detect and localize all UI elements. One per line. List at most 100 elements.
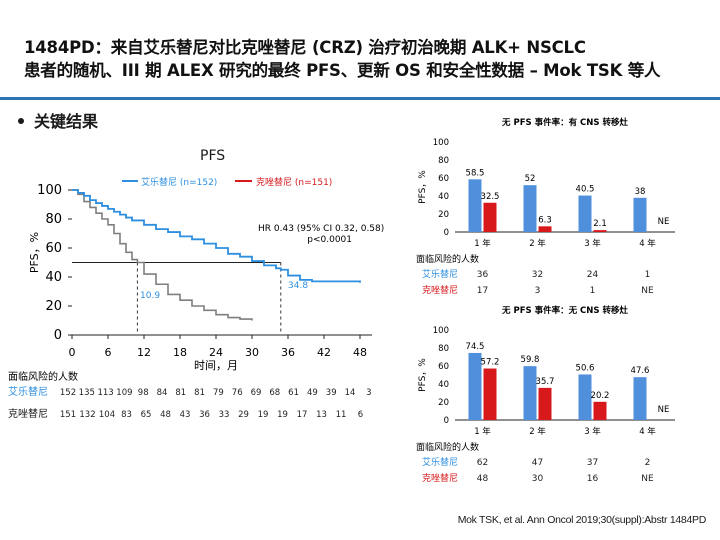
- cns-neg-data-label: 20.2: [591, 391, 610, 401]
- km-y-tick-label: 0: [54, 328, 62, 343]
- cns-pos-risk-value: 32: [532, 270, 543, 280]
- cns-pos-risk-title: 面临风险的人数: [416, 253, 479, 265]
- km-risk-value: 36: [199, 410, 210, 420]
- cns-neg-y-axis-label: PFS，%: [418, 358, 428, 392]
- cns-pos-y-tick-label: 60: [438, 174, 449, 184]
- key-results-heading: 关键结果: [18, 108, 98, 132]
- cns-pos-risk-value: NE: [641, 286, 654, 296]
- cns-pos-bar: [633, 197, 647, 232]
- km-risk-value: 65: [141, 410, 152, 420]
- cns-neg-risk-value: NE: [641, 474, 654, 484]
- cns-neg-data-label: NE: [658, 405, 670, 415]
- km-risk-row-label: 艾乐替尼: [8, 385, 48, 398]
- cns-neg-bar: [468, 352, 482, 420]
- km-risk-value: 113: [97, 388, 113, 398]
- km-risk-value: 76: [232, 388, 243, 398]
- cns-pos-x-tick-label: 3 年: [584, 238, 601, 249]
- cns-neg-y-tick-label: 40: [438, 380, 449, 390]
- cns-pos-risk-value: 3: [535, 286, 541, 296]
- km-risk-value: 13: [316, 410, 327, 420]
- cns-pos-risk-row-label: 克唑替尼: [422, 284, 458, 296]
- km-risk-value: 132: [79, 410, 95, 420]
- km-x-tick-label: 30: [245, 346, 259, 359]
- cns-pos-risk-value: 1: [645, 270, 651, 280]
- km-x-tick-label: 12: [137, 346, 151, 359]
- km-x-tick-label: 36: [281, 346, 295, 359]
- km-y-tick-label: 20: [45, 299, 62, 314]
- cns-pos-x-tick-label: 2 年: [529, 238, 546, 249]
- cns-pos-data-label: 52: [525, 174, 536, 184]
- cns-neg-y-tick-label: 80: [438, 344, 449, 354]
- km-y-tick-label: 100: [37, 183, 62, 198]
- km-risk-value: 48: [160, 410, 171, 420]
- cns-neg-data-label: 59.8: [521, 355, 540, 365]
- cns-pos-title: 无 PFS 事件率：有 CNS 转移灶: [501, 117, 628, 128]
- km-p-value: p<0.0001: [307, 235, 352, 245]
- cns-neg-risk-value: 16: [587, 474, 599, 484]
- km-risk-value: 81: [194, 388, 205, 398]
- km-risk-value: 3: [366, 388, 371, 398]
- km-risk-value: 83: [121, 410, 132, 420]
- km-risk-value: 152: [60, 388, 76, 398]
- cns-neg-bar: [523, 366, 537, 420]
- citation: Mok TSK, et al. Ann Oncol 2019;30(suppl)…: [457, 514, 707, 526]
- cns-pos-bar: [538, 226, 552, 232]
- cns-neg-bar: [538, 387, 552, 420]
- cns-pos-risk-value: 24: [587, 270, 599, 280]
- cns-neg-bar: [578, 374, 592, 420]
- km-curve-alectinib: [72, 189, 361, 283]
- cns-neg-y-tick-label: 60: [438, 362, 449, 372]
- cns-pos-y-tick-label: 100: [433, 138, 449, 148]
- cns-neg-risk-value: 37: [587, 458, 598, 468]
- km-risk-value: 19: [258, 410, 269, 420]
- cns-pos-data-label: 2.1: [593, 219, 607, 229]
- km-median-crizotinib-label: 10.9: [140, 291, 160, 301]
- km-risk-value: 14: [345, 388, 356, 398]
- km-risk-value: 151: [60, 410, 76, 420]
- km-x-tick-label: 42: [317, 346, 331, 359]
- km-risk-value: 29: [238, 410, 249, 420]
- bar-chart-cns-negative: 无 PFS 事件率：无 CNS 转移灶 0 20 40 60 80 100 PFS，% 74.5…: [416, 305, 675, 484]
- key-results-label: 关键结果: [34, 112, 99, 131]
- km-risk-value: 69: [251, 388, 262, 398]
- km-y-tick-label: 60: [45, 241, 62, 256]
- km-hr-text: HR 0.43 (95% CI 0.32, 0.58): [258, 224, 384, 234]
- km-risk-value: 79: [213, 388, 224, 398]
- km-curve-crizotinib: [72, 189, 253, 321]
- cns-neg-risk-row-label: 艾乐替尼: [422, 456, 458, 468]
- cns-pos-x-tick-label: 4 年: [639, 238, 656, 249]
- km-risk-value: 49: [307, 388, 318, 398]
- cns-pos-data-label: 38: [635, 187, 646, 197]
- cns-pos-risk-value: 1: [590, 286, 596, 296]
- cns-neg-risk-value: 48: [477, 474, 489, 484]
- cns-neg-data-label: 47.6: [631, 366, 650, 376]
- cns-pos-risk-value: 36: [477, 270, 489, 280]
- cns-pos-data-label: NE: [658, 217, 670, 227]
- km-x-tick-label: 0: [69, 346, 76, 359]
- km-risk-value: 19: [277, 410, 288, 420]
- title-divider: [0, 97, 720, 100]
- km-x-tick-label: 48: [353, 346, 367, 359]
- cns-neg-risk-value: 47: [532, 458, 543, 468]
- km-risk-value: 61: [288, 388, 299, 398]
- bullet-dot-icon: [18, 117, 24, 124]
- km-risk-value: 39: [326, 388, 337, 398]
- km-x-tick-label: 24: [209, 346, 223, 359]
- km-risk-value: 135: [79, 388, 95, 398]
- km-y-axis-label: PFS，%: [28, 232, 41, 273]
- cns-neg-data-label: 35.7: [536, 377, 555, 387]
- km-legend-crizotinib: 克唑替尼 (n=151): [256, 176, 332, 188]
- cns-pos-data-label: 6.3: [538, 215, 552, 225]
- cns-pos-bar: [593, 230, 607, 232]
- cns-neg-y-tick-label: 20: [438, 398, 449, 408]
- slide-title: 1484PD：来自艾乐替尼对比克唑替尼 (CRZ) 治疗初治晚期 ALK+ NS…: [24, 36, 714, 82]
- km-x-tick-label: 18: [173, 346, 187, 359]
- cns-neg-x-tick-label: 4 年: [639, 426, 656, 437]
- km-risk-value: 98: [138, 388, 149, 398]
- km-risk-value: 84: [157, 388, 168, 398]
- km-x-tick-label: 6: [105, 346, 112, 359]
- cns-pos-bar: [578, 195, 592, 232]
- cns-pos-y-tick-label: 80: [438, 156, 449, 166]
- cns-neg-data-label: 50.6: [576, 363, 595, 373]
